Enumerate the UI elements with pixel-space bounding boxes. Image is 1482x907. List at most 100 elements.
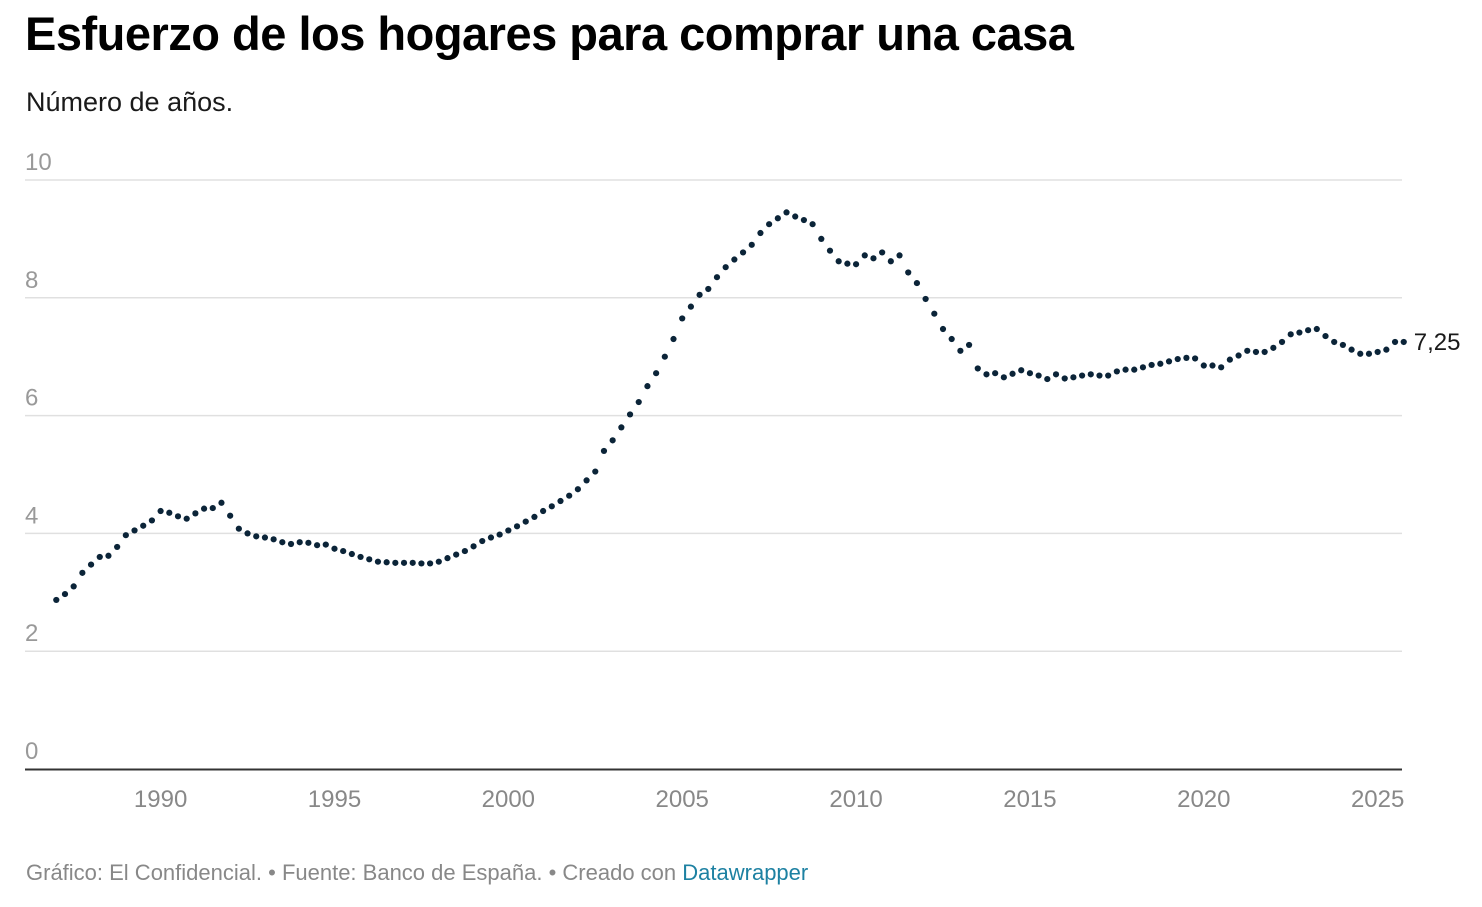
data-point [1313, 325, 1320, 333]
data-point [731, 256, 738, 263]
data-point [1035, 372, 1042, 379]
data-point [679, 315, 686, 322]
footer-credit: Gráfico: El Confidencial. [26, 860, 262, 885]
data-point [574, 486, 581, 493]
data-point [583, 477, 590, 484]
data-point [244, 530, 251, 537]
data-point [722, 264, 729, 271]
data-point [618, 424, 625, 431]
data-point [1096, 372, 1103, 379]
data-point [357, 553, 364, 561]
data-point [870, 255, 877, 262]
data-point [1252, 348, 1260, 356]
data-point [1009, 370, 1016, 377]
data-point [1218, 364, 1225, 371]
data-point [809, 221, 816, 228]
data-point [922, 295, 929, 303]
data-point [374, 558, 382, 565]
data-point [748, 241, 755, 248]
data-point [1339, 341, 1346, 349]
footer-created-with: Creado con [562, 860, 677, 885]
data-point [1200, 362, 1207, 369]
data-point [835, 258, 842, 265]
data-point [965, 341, 973, 349]
data-point [1078, 372, 1086, 379]
data-point [1070, 374, 1077, 381]
data-point [635, 398, 642, 406]
data-point [1018, 367, 1025, 374]
data-point [905, 269, 912, 276]
y-axis-labels: 0 2 4 6 8 10 [25, 149, 52, 765]
data-point [270, 536, 277, 543]
footer-source: Fuente: Banco de España. [281, 860, 543, 885]
data-point [913, 279, 921, 287]
data-point [600, 447, 608, 455]
data-point [800, 216, 808, 224]
data-point [852, 261, 860, 268]
data-point [227, 512, 234, 519]
data-point [392, 559, 399, 566]
data-point [53, 596, 60, 604]
data-point [1331, 338, 1338, 346]
data-point [174, 513, 182, 520]
data-point [861, 252, 868, 259]
x-tick-label: 2025 [1351, 786, 1404, 813]
data-point [409, 559, 416, 566]
data-point [461, 547, 468, 555]
data-point [470, 543, 477, 550]
data-point [783, 209, 790, 216]
data-point [557, 497, 564, 505]
data-point [296, 539, 303, 546]
data-point [1131, 366, 1138, 373]
x-tick-label: 2020 [1177, 786, 1230, 813]
y-tick-label: 2 [25, 620, 38, 647]
data-point [1052, 371, 1060, 378]
y-tick-label: 0 [25, 738, 38, 765]
data-point [513, 523, 521, 530]
data-point [1000, 374, 1007, 381]
data-point [261, 534, 269, 541]
data-point [1391, 338, 1399, 346]
chart-title: Esfuerzo de los hogares para comprar una… [25, 7, 1074, 60]
data-point [1305, 327, 1312, 334]
data-point [531, 513, 538, 521]
footer-separator-2: • [542, 860, 563, 885]
data-points [53, 209, 1407, 604]
data-point [1270, 344, 1277, 351]
data-point [931, 310, 938, 317]
data-point [705, 285, 712, 293]
data-point [879, 249, 886, 256]
data-point [1400, 338, 1407, 346]
data-point [166, 509, 173, 516]
data-point [592, 468, 599, 475]
data-point [87, 561, 95, 568]
data-point [896, 252, 903, 259]
data-point [200, 505, 208, 512]
data-point [548, 503, 555, 510]
data-point [844, 260, 851, 267]
data-point [331, 545, 338, 552]
chart-footer: Gráfico: El Confidencial. • Fuente: Banc… [26, 860, 808, 886]
datawrapper-link[interactable]: Datawrapper [682, 860, 809, 885]
data-point [1061, 375, 1068, 382]
data-point [496, 531, 503, 538]
x-tick-label: 2010 [829, 786, 882, 813]
data-point [687, 303, 694, 310]
data-point [1383, 346, 1390, 353]
data-point [1183, 354, 1190, 361]
data-point [148, 517, 156, 524]
x-tick-label: 1995 [308, 786, 361, 813]
data-point [340, 547, 347, 555]
data-point [105, 552, 112, 559]
data-point [322, 541, 329, 548]
data-point [818, 235, 825, 242]
data-point [1278, 338, 1286, 346]
x-tick-label: 2005 [656, 786, 709, 813]
data-point [183, 515, 190, 522]
data-point [1165, 358, 1173, 365]
data-point [948, 335, 955, 343]
data-point [644, 383, 651, 390]
end-value-label: 7,25 [1414, 329, 1461, 356]
data-point [1226, 356, 1233, 363]
data-point [1105, 372, 1112, 379]
